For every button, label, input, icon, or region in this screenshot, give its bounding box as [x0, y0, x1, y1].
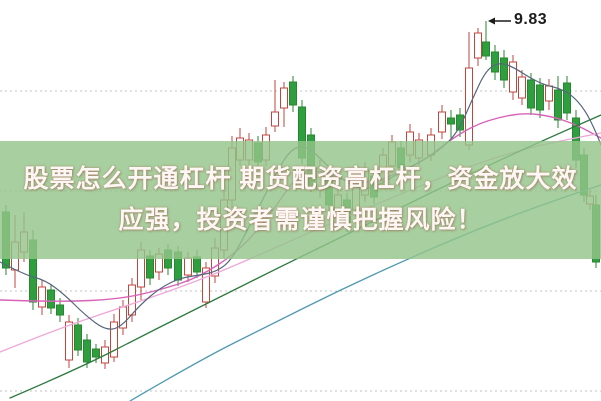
overlay-banner: 股票怎么开通杠杆 期货配资高杠杆，资金放大效 应强，投资者需谨慎把握风险！: [0, 141, 601, 259]
banner-line-2: 应强，投资者需谨慎把握风险！: [118, 206, 483, 234]
banner-line-1: 股票怎么开通杠杆 期货配资高杠杆，资金放大效: [23, 165, 578, 193]
price-annotation-label: 9.83: [514, 11, 548, 28]
